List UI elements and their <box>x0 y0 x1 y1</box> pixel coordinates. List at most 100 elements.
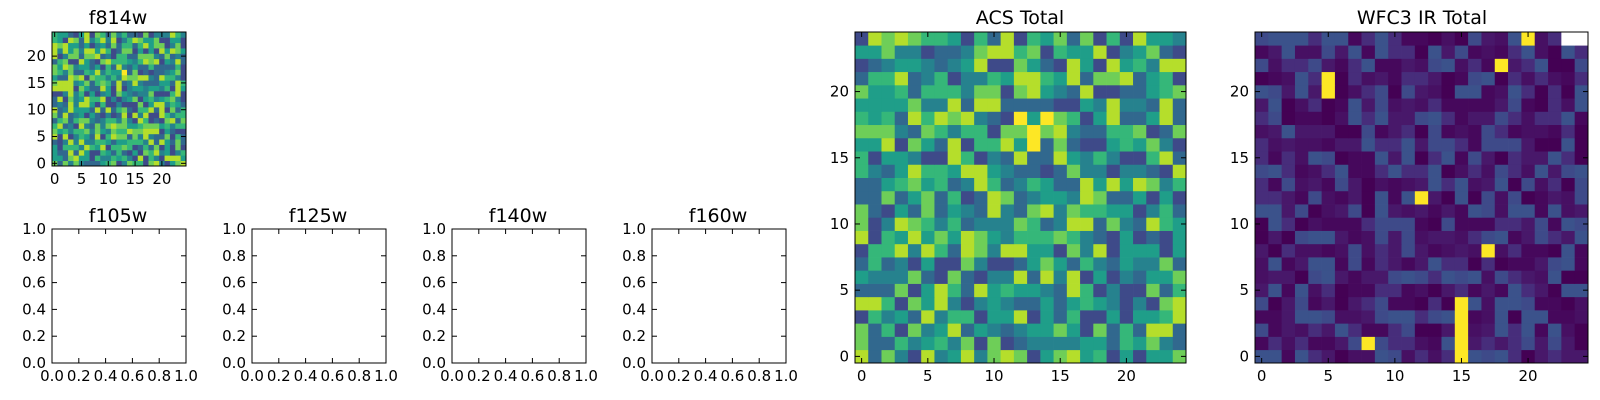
panel-title-f105w: f105w <box>89 205 148 227</box>
pixel-acs_total <box>1093 257 1107 271</box>
pixel-acs_total <box>921 283 935 298</box>
pixel-acs_total <box>1053 243 1068 258</box>
pixel-acs_total <box>1053 270 1068 284</box>
pixel-wfc3_ir_total <box>1414 230 1429 245</box>
pixel-wfc3_ir_total <box>1508 32 1522 46</box>
pixel-wfc3_ir_total <box>1334 32 1349 46</box>
pixel-f814w <box>137 107 144 113</box>
pixel-f814w <box>73 48 80 54</box>
pixel-f814w <box>73 37 80 44</box>
pixel-acs_total <box>960 257 975 271</box>
pixel-acs_total <box>1040 111 1054 126</box>
pixel-acs_total <box>1133 58 1147 73</box>
pixel-wfc3_ir_total <box>1414 349 1429 364</box>
pixel-wfc3_ir_total <box>1334 336 1349 351</box>
pixel-wfc3_ir_total <box>1414 323 1429 337</box>
pixel-acs_total <box>960 71 975 86</box>
pixel-wfc3_ir_total <box>1401 151 1416 165</box>
pixel-wfc3_ir_total <box>1508 45 1522 59</box>
pixel-f814w <box>105 53 112 60</box>
pixel-wfc3_ir_total <box>1294 336 1309 351</box>
pixel-wfc3_ir_total <box>1521 45 1536 59</box>
pixel-acs_total <box>1106 84 1121 99</box>
pixel-acs_total <box>1106 45 1121 59</box>
pixel-acs_total <box>855 32 869 46</box>
pixel-f814w <box>100 101 106 108</box>
pixel-wfc3_ir_total <box>1574 164 1589 178</box>
pixel-f814w <box>100 139 106 145</box>
pixel-f814w <box>94 37 101 44</box>
pixel-wfc3_ir_total <box>1494 164 1509 178</box>
pixel-wfc3_ir_total <box>1454 111 1469 126</box>
y-ticks-f140w: 0.00.20.40.60.81.0 <box>422 220 586 372</box>
pixel-wfc3_ir_total <box>1548 164 1562 178</box>
pixel-f814w <box>57 155 64 161</box>
pixel-acs_total <box>1053 177 1068 192</box>
pixel-acs_total <box>934 111 949 126</box>
pixel-acs_total <box>1027 124 1041 139</box>
pixel-acs_total <box>868 164 882 178</box>
pixel-acs_total <box>855 71 869 86</box>
pixel-wfc3_ir_total <box>1548 98 1562 112</box>
pixel-acs_total <box>907 32 922 46</box>
pixel-acs_total <box>947 257 962 271</box>
pixel-wfc3_ir_total <box>1481 336 1496 351</box>
pixel-acs_total <box>1013 190 1028 205</box>
pixel-wfc3_ir_total <box>1374 310 1389 324</box>
pixel-wfc3_ir_total <box>1561 230 1576 245</box>
pixel-wfc3_ir_total <box>1521 230 1536 245</box>
pixel-acs_total <box>987 124 1001 139</box>
pixel-wfc3_ir_total <box>1481 84 1496 99</box>
panel-title-f140w: f140w <box>489 205 548 227</box>
pixel-wfc3_ir_total <box>1534 71 1549 86</box>
pixel-acs_total <box>855 204 869 218</box>
pixel-wfc3_ir_total <box>1561 71 1576 86</box>
pixel-f814w <box>52 48 58 54</box>
pixel-wfc3_ir_total <box>1574 151 1589 165</box>
pixel-acs_total <box>1133 32 1147 46</box>
pixel-f814w <box>52 90 58 97</box>
pixel-f814w <box>110 69 117 76</box>
pixel-f814w <box>94 80 101 86</box>
pixel-wfc3_ir_total <box>1388 323 1402 337</box>
pixel-acs_total <box>855 84 869 99</box>
pixel-wfc3_ir_total <box>1521 32 1536 46</box>
x-tick-label: 5 <box>1323 367 1333 385</box>
pixel-f814w <box>62 139 69 145</box>
pixel-wfc3_ir_total <box>1374 283 1389 298</box>
pixel-wfc3_ir_total <box>1268 71 1282 86</box>
pixel-wfc3_ir_total <box>1521 270 1536 284</box>
pixel-f814w <box>148 58 155 65</box>
pixel-wfc3_ir_total <box>1561 45 1576 59</box>
pixel-f814w <box>84 128 90 135</box>
pixel-acs_total <box>907 243 922 258</box>
pixel-f814w <box>62 160 69 167</box>
pixel-acs_total <box>1106 137 1121 152</box>
pixel-f814w <box>116 69 123 76</box>
pixel-wfc3_ir_total <box>1441 204 1456 218</box>
pixel-wfc3_ir_total <box>1561 32 1576 46</box>
pixel-f814w <box>164 149 171 156</box>
pixel-f814w <box>62 53 69 60</box>
pixel-wfc3_ir_total <box>1401 124 1416 139</box>
pixel-wfc3_ir_total <box>1308 349 1322 364</box>
pixel-wfc3_ir_total <box>1334 349 1349 364</box>
pixel-f814w <box>132 133 139 140</box>
pixel-f814w <box>57 112 64 119</box>
pixel-f814w <box>110 96 117 103</box>
pixel-f814w <box>164 85 171 92</box>
pixel-f814w <box>164 139 171 145</box>
pixel-acs_total <box>855 190 869 205</box>
pixel-acs_total <box>1159 310 1174 324</box>
pixel-f814w <box>164 133 171 140</box>
pixel-f814w <box>175 64 181 70</box>
pixel-wfc3_ir_total <box>1388 137 1402 152</box>
pixel-acs_total <box>1119 257 1134 271</box>
pixel-wfc3_ir_total <box>1401 98 1416 112</box>
pixel-f814w <box>89 155 96 161</box>
pixel-acs_total <box>934 177 949 192</box>
pixel-wfc3_ir_total <box>1441 283 1456 298</box>
pixel-acs_total <box>907 71 922 86</box>
pixel-acs_total <box>907 283 922 298</box>
pixel-wfc3_ir_total <box>1255 336 1269 351</box>
